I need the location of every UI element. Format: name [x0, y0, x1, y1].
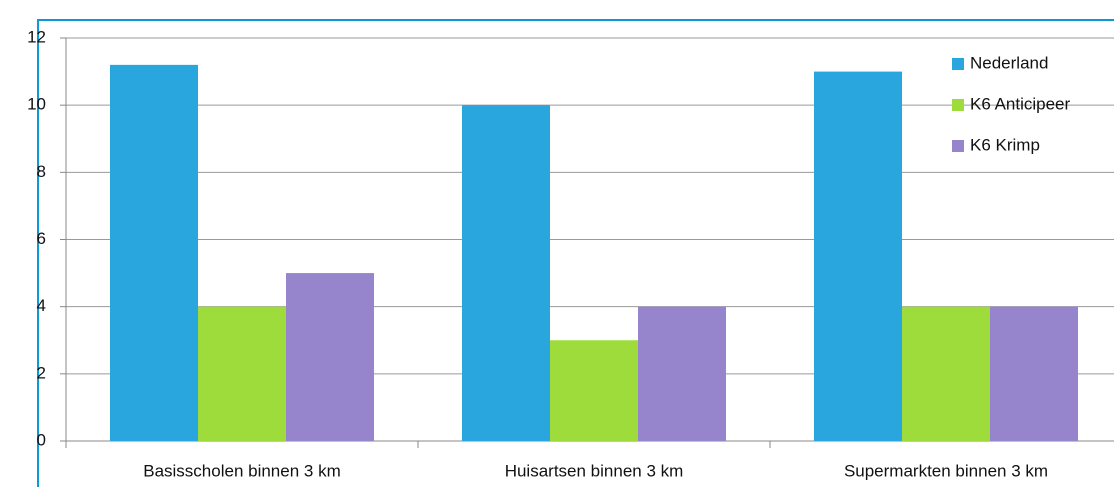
bar [990, 306, 1078, 441]
y-tick-label: 10 [27, 95, 46, 114]
legend-label: K6 Anticipeer [970, 94, 1071, 113]
y-tick-label: 4 [37, 296, 46, 315]
legend-label: K6 Krimp [970, 135, 1040, 154]
bar [638, 306, 726, 441]
y-tick-label: 8 [37, 162, 46, 181]
legend-swatch [952, 140, 964, 152]
x-tick-label: Huisartsen binnen 3 km [505, 461, 684, 480]
legend-swatch [952, 58, 964, 70]
bar [198, 306, 286, 441]
bar [902, 306, 990, 441]
bar [814, 71, 902, 441]
x-tick-label: Supermarkten binnen 3 km [844, 461, 1048, 480]
bar [110, 64, 198, 441]
y-tick-label: 12 [27, 27, 46, 46]
y-tick-label: 2 [37, 363, 46, 382]
chart-frame [37, 19, 1114, 487]
x-tick-label: Basisscholen binnen 3 km [143, 461, 341, 480]
bar [462, 105, 550, 442]
legend-label: Nederland [970, 53, 1048, 72]
legend-swatch [952, 99, 964, 111]
y-tick-label: 6 [37, 229, 46, 248]
bar [286, 273, 374, 441]
bar [550, 340, 638, 441]
y-tick-label: 0 [37, 430, 46, 449]
